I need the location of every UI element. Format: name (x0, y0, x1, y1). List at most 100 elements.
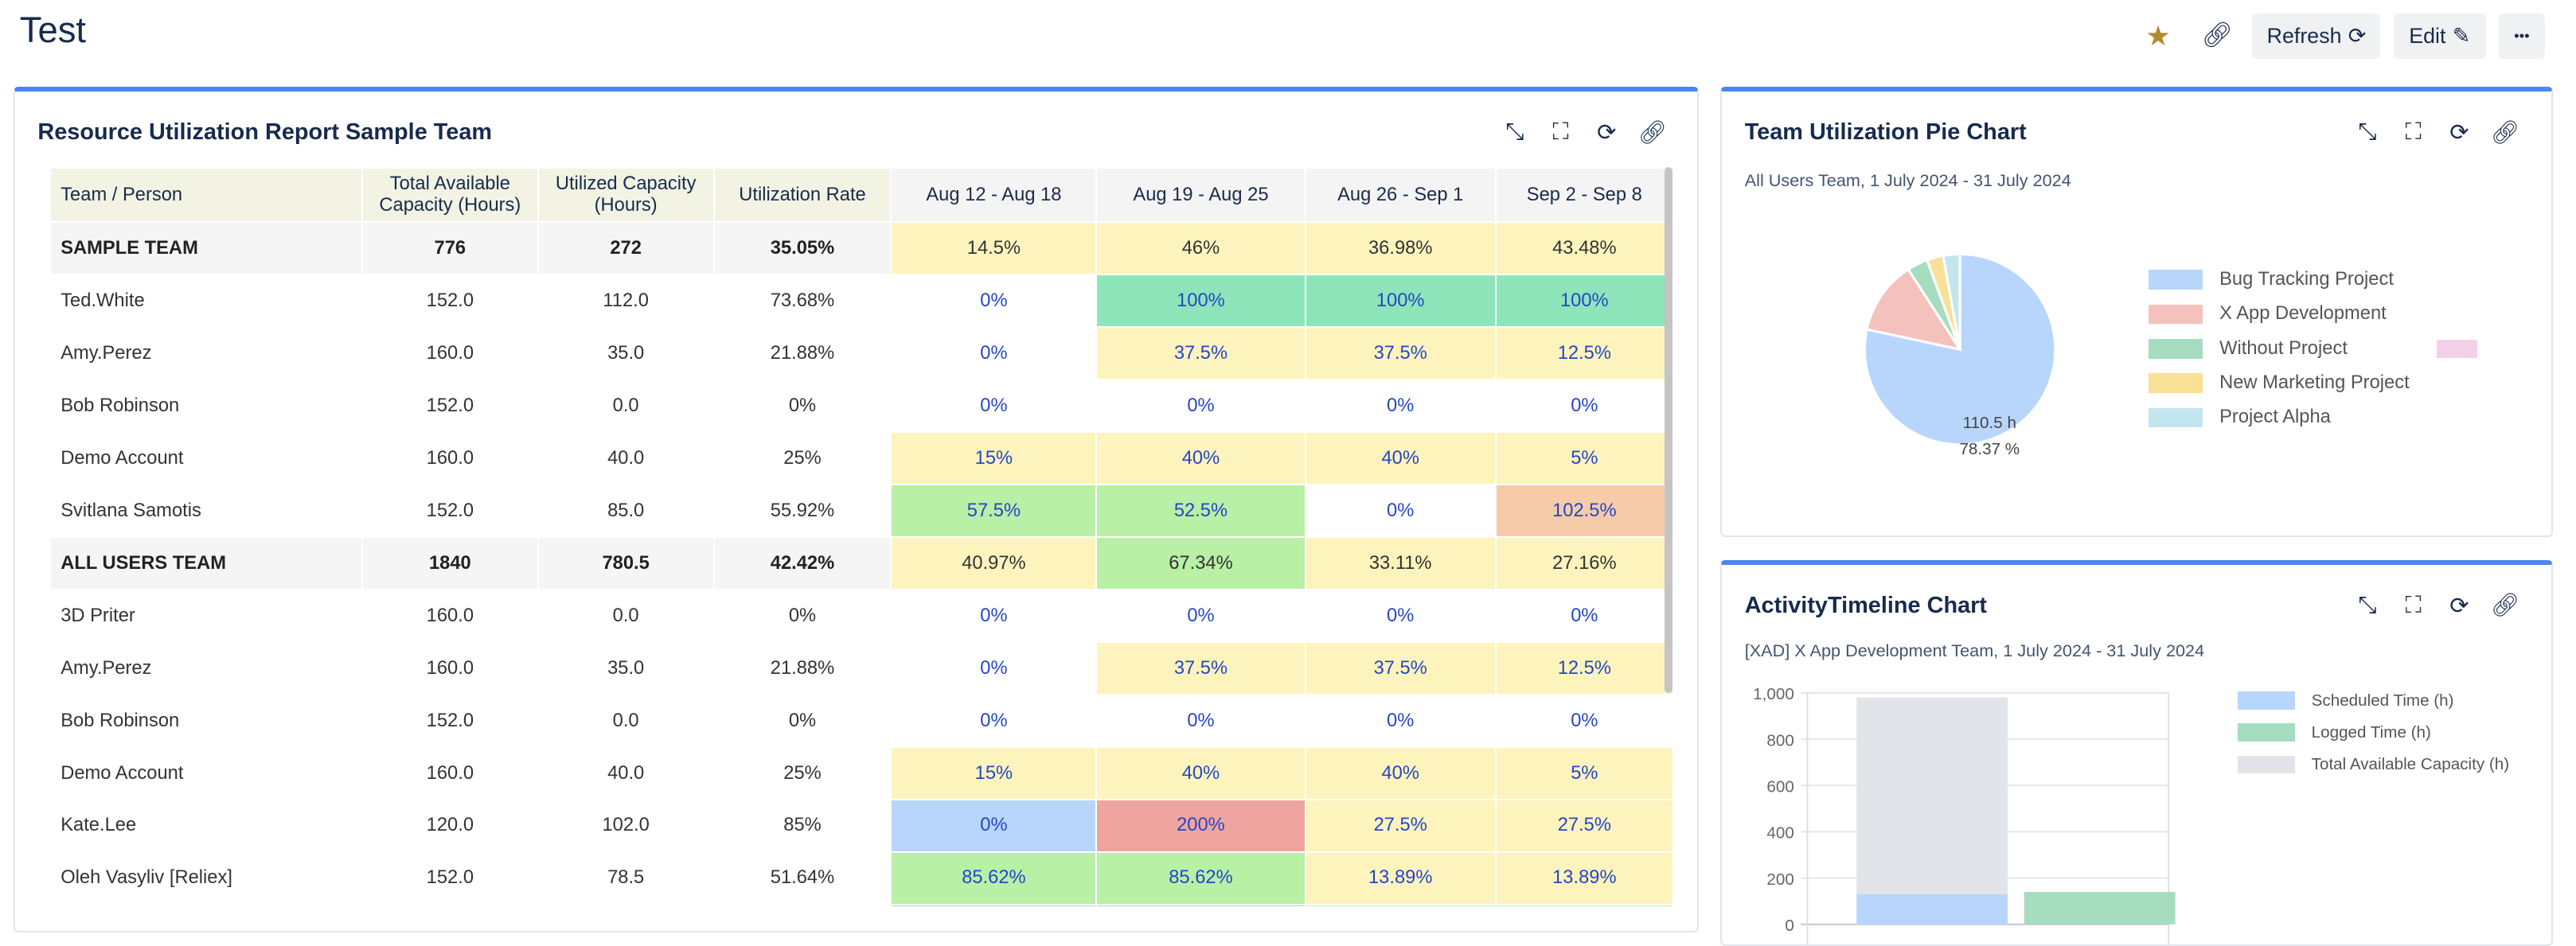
cell-utilized: 35.0 (537, 641, 715, 696)
bar-segment[interactable] (1856, 893, 2008, 925)
week-utilization-cell: 27.5% (1494, 798, 1674, 853)
week-utilization-cell: 100% (1304, 274, 1497, 329)
person-row: 3D Priter 160.0 0.0 0% 0% 0% 0% 0% (49, 589, 1674, 644)
pie-legend-extra-swatch (2436, 340, 2478, 358)
week-utilization-cell: 100% (1095, 274, 1306, 329)
column-header: Utilization Rate (712, 167, 892, 224)
week-utilization-cell: 37.5% (1304, 326, 1497, 381)
cell-rate: 0% (712, 589, 892, 644)
link-icon[interactable]: 🔗︎ (1637, 119, 1668, 146)
cell-total: 1840 (361, 536, 539, 591)
report-table-container: Team / Person Total Available Capacity (H… (49, 167, 1676, 906)
week-utilization-cell: 0% (890, 379, 1098, 434)
legend-item[interactable]: Scheduled Time (h) (2237, 684, 2509, 716)
table-scrollbar[interactable] (1664, 167, 1672, 693)
cell-total: 776 (361, 221, 539, 276)
refresh-icon[interactable]: ⟳ (2449, 120, 2469, 146)
week-utilization-cell: 85.62% (890, 851, 1098, 905)
legend-item[interactable]: X App Development (2149, 297, 2409, 331)
cell-name: SAMPLE TEAM (49, 221, 363, 276)
y-tick-label: 400 (1766, 824, 1793, 843)
star-icon[interactable]: ★ (2145, 20, 2171, 52)
more-button[interactable]: ••• (2499, 13, 2545, 60)
week-utilization-cell: 0% (1494, 379, 1674, 434)
timeline-bar-chart: 1,000 800 600 400 200 0 (1753, 685, 2176, 944)
cell-rate: 25% (712, 746, 892, 800)
week-utilization-cell: 85.62% (1095, 851, 1306, 905)
bar-segment[interactable] (2024, 891, 2176, 925)
week-utilization-cell: 36.98% (1304, 221, 1497, 276)
week-utilization-cell: 100% (1494, 274, 1674, 329)
pie-slice[interactable] (1865, 267, 1963, 352)
person-row: Bob Robinson 152.0 0.0 0% 0% 0% 0% 0% (49, 379, 1674, 434)
column-header: Team / Person (49, 167, 363, 224)
pie-slice-label: 78.37 % (1959, 440, 2020, 456)
week-utilization-cell: 0% (1095, 694, 1306, 749)
cell-utilized: 78.5 (537, 851, 715, 905)
cell-rate: 73.68% (712, 274, 892, 329)
refresh-button[interactable]: Refresh ⟳ (2252, 13, 2381, 60)
legend-item[interactable]: Project Alpha (2149, 400, 2409, 434)
link-icon[interactable]: 🔗︎ (2490, 119, 2520, 146)
week-utilization-cell: 37.5% (1304, 641, 1497, 696)
legend-item[interactable]: Total Available Capacity (h) (2237, 749, 2510, 781)
week-utilization-cell: 43.48% (1494, 221, 1674, 276)
cell-utilized: 102.0 (537, 798, 715, 853)
week-utilization-cell: 37.5% (1095, 641, 1306, 696)
legend-label: X App Development (2219, 303, 2387, 325)
person-row: Ted.White 152.0 112.0 73.68% 0% 100% 100% 100% (49, 274, 1674, 329)
column-header: Aug 26 - Sep 1 (1304, 167, 1497, 224)
week-utilization-cell: 67.34% (1095, 536, 1306, 591)
bar-segment[interactable] (1856, 697, 2008, 894)
link-icon[interactable]: 🔗︎ (2201, 20, 2233, 49)
minimize-icon[interactable]: ⤡ (2358, 592, 2377, 618)
week-utilization-cell: 15% (890, 431, 1098, 486)
legend-item[interactable]: New Marketing Project (2149, 366, 2410, 400)
cell-rate: 0% (712, 379, 892, 434)
person-row: Amy.Perez 160.0 35.0 21.88% 0% 37.5% 37.5% 12.5… (49, 641, 1674, 696)
pie-toolbar: ⤡ ⛶ ⟳ 🔗︎ (2354, 119, 2520, 146)
week-utilization-cell: 52.5% (1095, 484, 1306, 539)
fullscreen-icon[interactable]: ⛶ (2405, 119, 2422, 146)
cell-total: 160.0 (361, 746, 539, 800)
pie-slice[interactable] (1942, 253, 1961, 350)
legend-item[interactable]: Logged Time (h) (2237, 717, 2509, 749)
week-utilization-cell: 0% (1304, 589, 1497, 644)
y-tick-label: 0 (1785, 917, 1793, 935)
legend-swatch (2149, 373, 2203, 394)
refresh-icon[interactable]: ⟳ (1597, 120, 1617, 146)
legend-label: New Marketing Project (2219, 372, 2410, 394)
cell-utilized: 35.0 (537, 326, 715, 381)
legend-label: Project Alpha (2219, 407, 2331, 428)
person-row: Amy.Perez 160.0 35.0 21.88% 0% 37.5% 37.5% 12.5… (49, 326, 1674, 381)
cell-rate: 25% (712, 431, 892, 486)
timeline-title: ActivityTimeline Chart (1744, 592, 1988, 618)
week-utilization-cell: 13.89% (1494, 851, 1674, 905)
column-header: Aug 19 - Aug 25 (1095, 167, 1306, 224)
refresh-icon[interactable]: ⟳ (2449, 593, 2469, 619)
link-icon[interactable]: 🔗︎ (2490, 593, 2520, 619)
minimize-icon[interactable]: ⤡ (2358, 119, 2377, 146)
refresh-label: Refresh (2266, 23, 2342, 48)
column-header: Total Available Capacity (Hours) (361, 167, 539, 224)
legend-label: Total Available Capacity (h) (2311, 754, 2510, 773)
edit-button[interactable]: Edit ✎ (2393, 13, 2486, 60)
fullscreen-icon[interactable]: ⛶ (2405, 592, 2422, 618)
fullscreen-icon[interactable]: ⛶ (1552, 119, 1569, 146)
edit-label: Edit (2409, 23, 2446, 48)
cell-total: 160.0 (361, 641, 539, 696)
legend-item[interactable]: Bug Tracking Project (2149, 263, 2409, 297)
person-row: Demo Account 160.0 40.0 25% 15% 40% 40% 5% (49, 746, 1674, 800)
legend-swatch (2237, 755, 2296, 774)
week-utilization-cell: 57.5% (890, 484, 1098, 539)
cell-name: Svitlana Samotis (49, 484, 363, 539)
legend-item[interactable]: Without Project (2149, 332, 2409, 366)
report-table: Team / Person Total Available Capacity (H… (49, 167, 1674, 906)
week-utilization-cell: 0% (890, 798, 1098, 853)
pie-slice-label: 110.5 h (1963, 414, 2016, 432)
cell-utilized: 112.0 (537, 274, 715, 329)
pie-slice[interactable] (1863, 253, 2057, 446)
week-utilization-cell: 40% (1304, 431, 1497, 486)
minimize-icon[interactable]: ⤡ (1505, 119, 1524, 146)
week-utilization-cell: 0% (890, 641, 1098, 696)
